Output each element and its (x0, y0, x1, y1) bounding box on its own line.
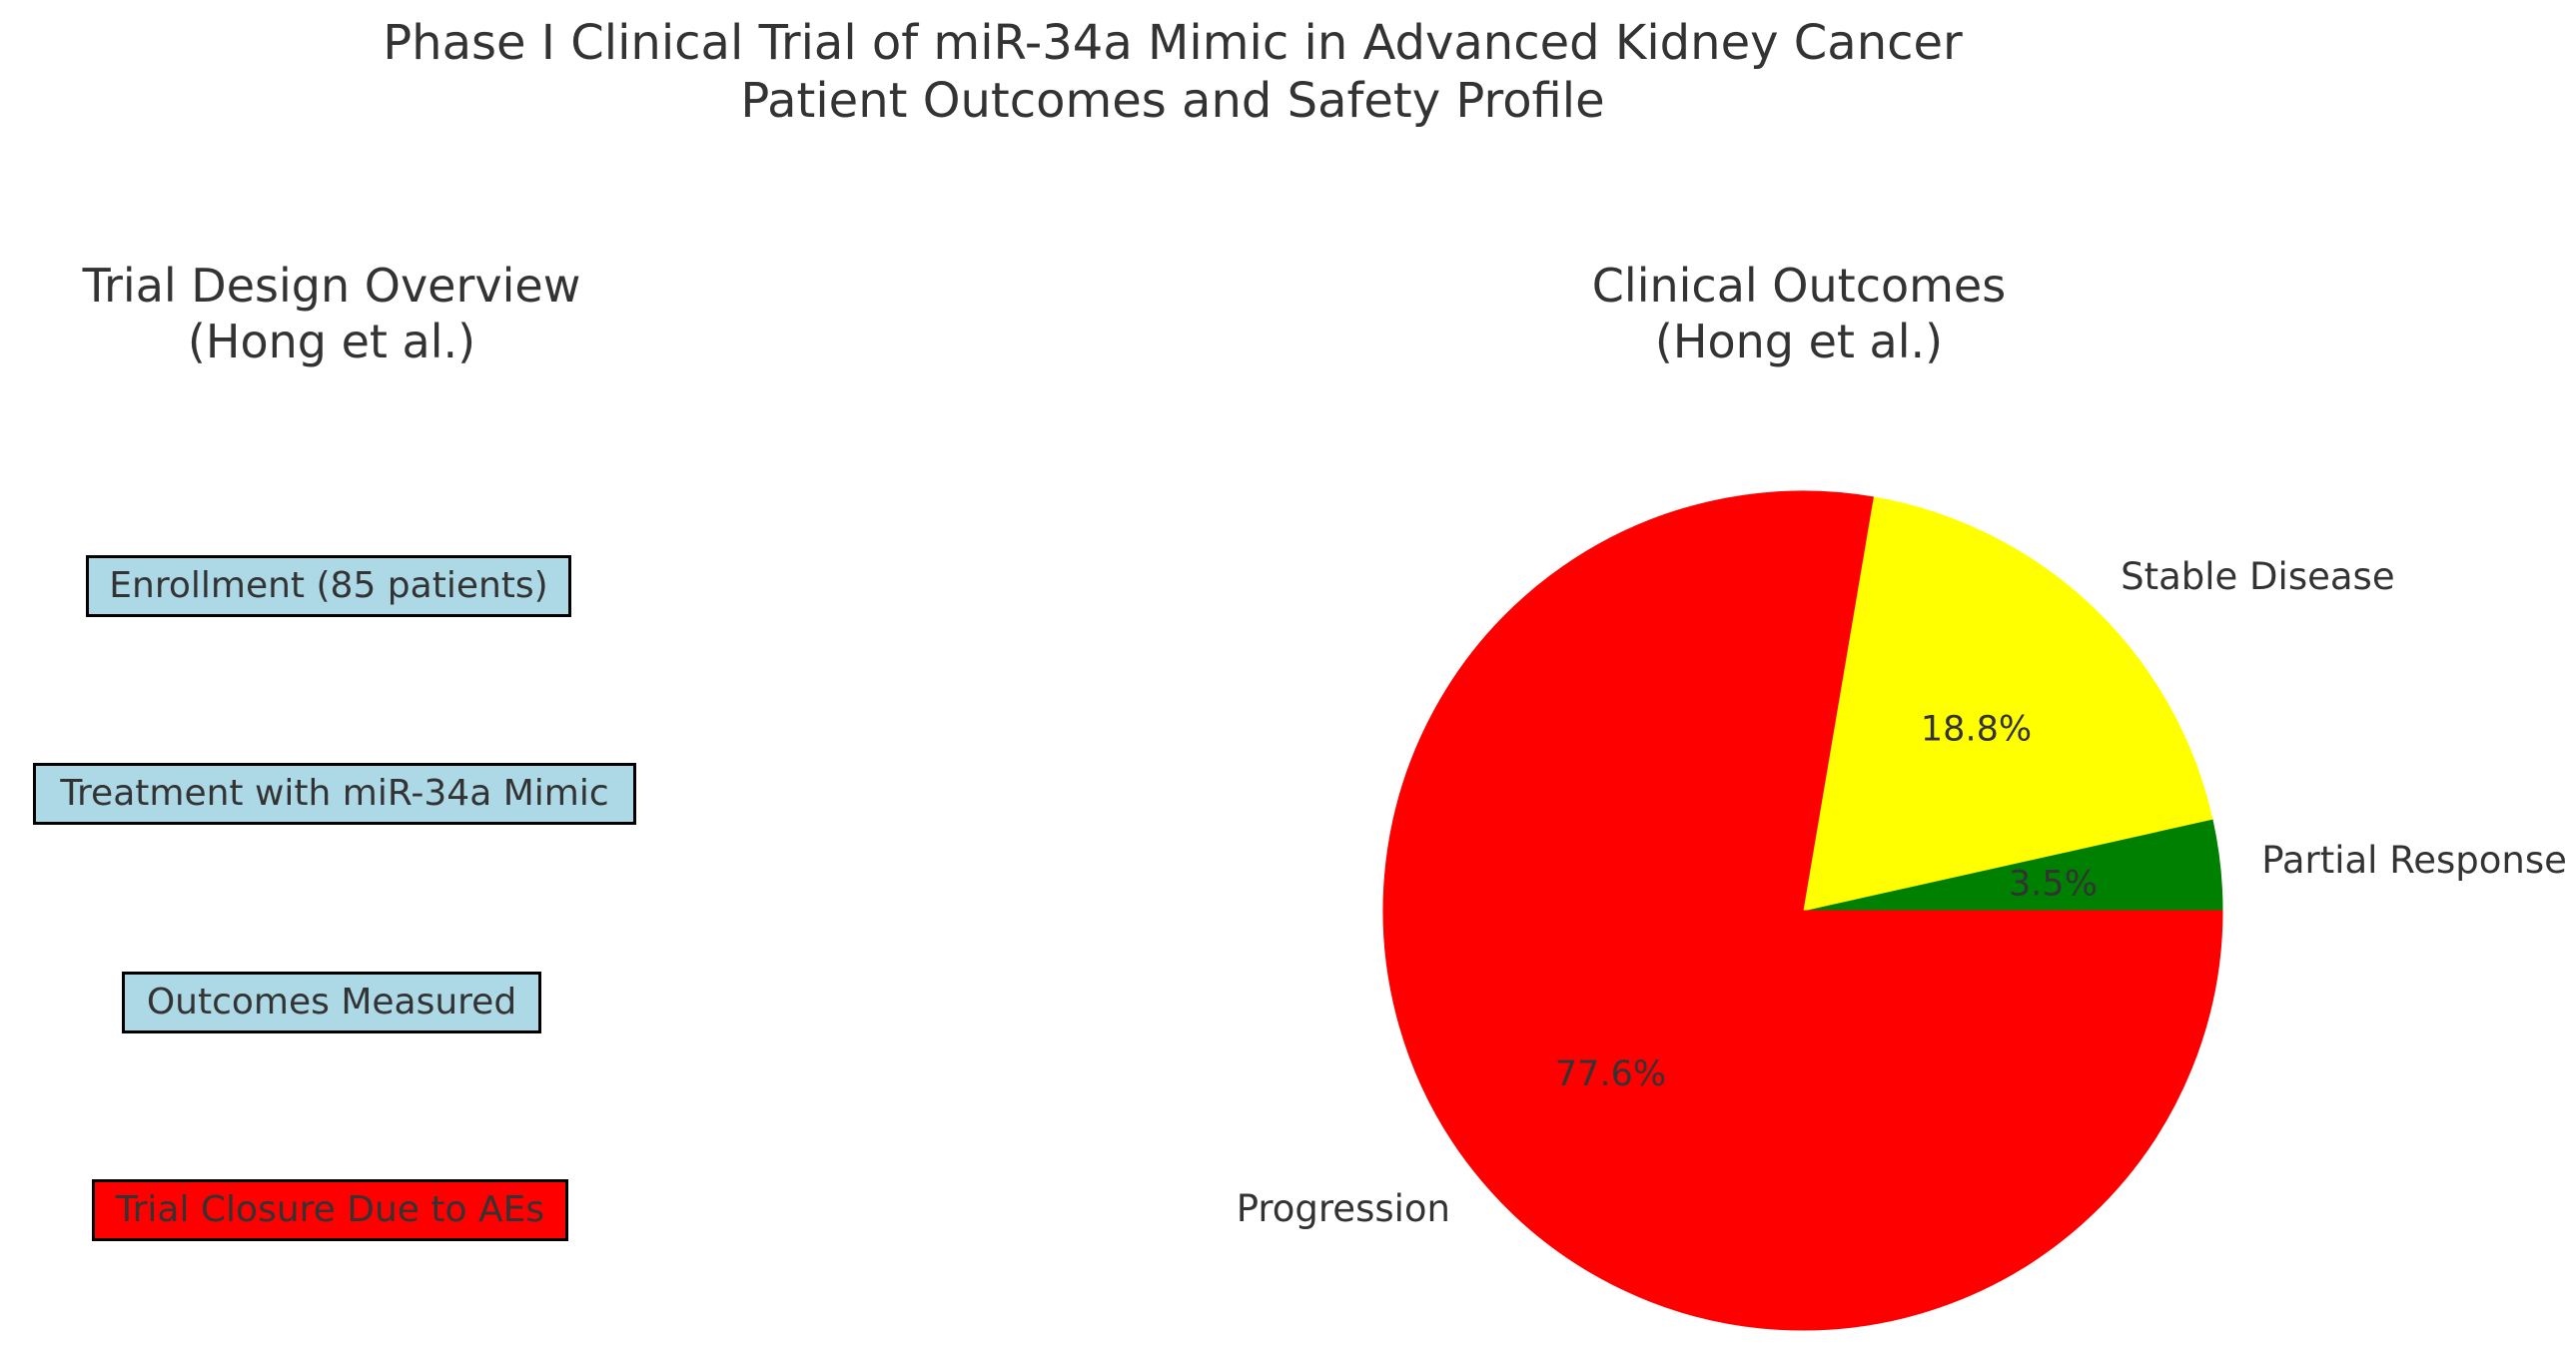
flowchart-step-enrollment: Enrollment (85 patients) (86, 555, 571, 617)
flowchart-title-line2: (Hong et al.) (187, 315, 476, 368)
pie-slice-label: Partial Response (2261, 839, 2567, 882)
pie-pct-label: 18.8% (1921, 710, 2032, 750)
pie-title-line1: Clinical Outcomes (1591, 259, 2007, 313)
pie-slice-label: Progression (1237, 1187, 1450, 1230)
flowchart-step-treatment: Treatment with miR-34a Mimic (33, 763, 636, 825)
figure-title-line1: Phase I Clinical Trial of miR-34a Mimic … (383, 15, 1963, 71)
pie-pct-label: 77.6% (1555, 1054, 1666, 1094)
flowchart-step-trial-closure: Trial Closure Due to AEs (92, 1179, 568, 1241)
pie-slice-label: Stable Disease (2121, 555, 2394, 598)
flowchart-step-outcomes-measured: Outcomes Measured (122, 972, 541, 1033)
pie-slice-stable-disease (1802, 496, 2213, 912)
pie-slice-progression (1382, 490, 2223, 1331)
flowchart-panel-title: Trial Design Overview (Hong et al.) (83, 258, 581, 369)
pie-title-line2: (Hong et al.) (1654, 315, 1944, 368)
figure-title-line2: Patient Outcomes and Safety Profile (740, 73, 1605, 129)
pie-pct-label: 3.5% (2009, 865, 2098, 905)
figure-title: Phase I Clinical Trial of miR-34a Mimic … (383, 14, 1963, 130)
flowchart-title-line1: Trial Design Overview (82, 259, 581, 313)
pie-panel-title: Clinical Outcomes (Hong et al.) (1592, 258, 2006, 369)
